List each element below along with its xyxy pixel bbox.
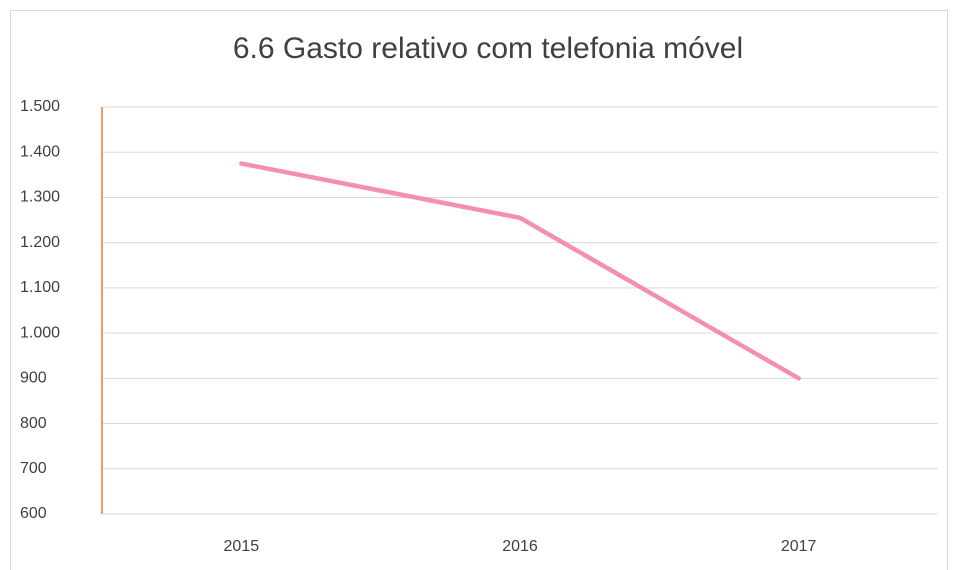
y-tick-label: 1.000 — [20, 324, 60, 341]
y-tick-label: 800 — [20, 415, 47, 432]
y-tick-label: 1.100 — [20, 279, 60, 296]
y-tick-label: 1.200 — [20, 234, 60, 251]
chart-border — [10, 10, 948, 570]
y-tick-label: 1.400 — [20, 143, 60, 160]
x-tick-label: 2015 — [224, 538, 260, 555]
x-tick-label: 2016 — [502, 538, 538, 555]
y-tick-label: 900 — [20, 370, 47, 387]
chart-title: 6.6 Gasto relativo com telefonia móvel — [233, 32, 743, 65]
x-tick-label: 2017 — [781, 538, 817, 555]
y-tick-label: 1.300 — [20, 189, 60, 206]
data-line — [239, 161, 801, 381]
y-tick-label: 600 — [20, 505, 47, 522]
y-tick-label: 700 — [20, 460, 47, 477]
y-tick-label: 1.500 — [20, 98, 60, 115]
